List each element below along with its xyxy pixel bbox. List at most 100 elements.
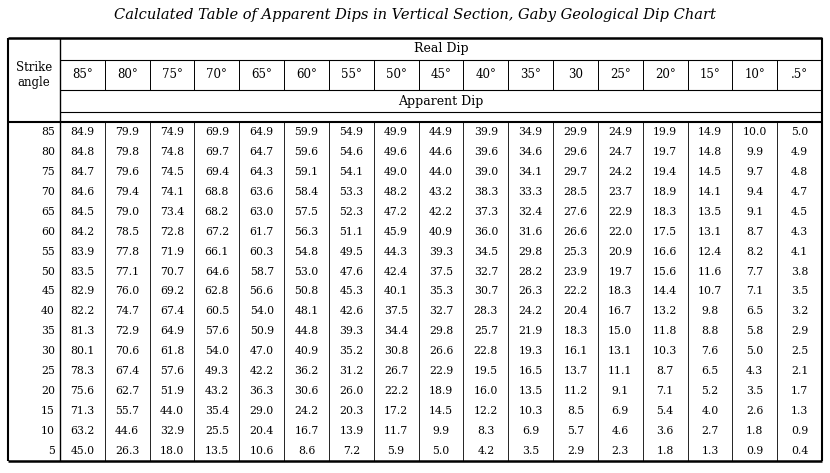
Text: 24.2: 24.2: [519, 307, 543, 316]
Text: 4.1: 4.1: [791, 246, 808, 257]
Text: 74.7: 74.7: [115, 307, 139, 316]
Text: 44.8: 44.8: [295, 326, 319, 336]
Text: 33.3: 33.3: [519, 187, 543, 197]
Text: 30.6: 30.6: [295, 386, 319, 396]
Text: 18.0: 18.0: [160, 446, 184, 456]
Text: 19.4: 19.4: [653, 167, 677, 177]
Text: 29.8: 29.8: [429, 326, 453, 336]
Text: 10.7: 10.7: [698, 287, 722, 297]
Text: 2.9: 2.9: [567, 446, 584, 456]
Text: 40.9: 40.9: [295, 346, 319, 356]
Text: 60: 60: [41, 227, 55, 236]
Text: 39.6: 39.6: [474, 147, 498, 157]
Text: 42.2: 42.2: [429, 207, 453, 217]
Text: 85: 85: [42, 127, 55, 137]
Text: 14.8: 14.8: [698, 147, 722, 157]
Text: 9.9: 9.9: [746, 147, 764, 157]
Text: 8.7: 8.7: [746, 227, 764, 236]
Text: 64.6: 64.6: [205, 267, 229, 277]
Text: 0.9: 0.9: [791, 426, 808, 436]
Text: 50.8: 50.8: [295, 287, 319, 297]
Text: 52.3: 52.3: [339, 207, 364, 217]
Text: 11.8: 11.8: [653, 326, 677, 336]
Text: 45.0: 45.0: [71, 446, 95, 456]
Text: 4.0: 4.0: [701, 406, 719, 416]
Text: 13.5: 13.5: [519, 386, 543, 396]
Text: 71.3: 71.3: [71, 406, 95, 416]
Text: 60°: 60°: [296, 69, 317, 81]
Text: 1.8: 1.8: [657, 446, 674, 456]
Text: 35: 35: [42, 326, 55, 336]
Text: 19.7: 19.7: [608, 267, 632, 277]
Text: 15°: 15°: [700, 69, 720, 81]
Text: 45.3: 45.3: [339, 287, 364, 297]
Text: 60.5: 60.5: [205, 307, 229, 316]
Text: 1.3: 1.3: [701, 446, 719, 456]
Text: 11.7: 11.7: [384, 426, 408, 436]
Text: Strike
angle: Strike angle: [16, 61, 52, 89]
Text: 32.7: 32.7: [474, 267, 498, 277]
Text: 29.6: 29.6: [564, 147, 588, 157]
Text: 8.8: 8.8: [701, 326, 719, 336]
Text: Apparent Dip: Apparent Dip: [398, 95, 484, 107]
Text: 7.7: 7.7: [746, 267, 764, 277]
Text: 17.5: 17.5: [653, 227, 677, 236]
Text: 65: 65: [42, 207, 55, 217]
Text: 26.6: 26.6: [564, 227, 588, 236]
Text: 5.4: 5.4: [657, 406, 674, 416]
Text: 19.9: 19.9: [653, 127, 677, 137]
Text: 44.0: 44.0: [160, 406, 184, 416]
Text: 5.9: 5.9: [388, 446, 405, 456]
Text: 47.6: 47.6: [339, 267, 364, 277]
Text: 29.9: 29.9: [564, 127, 588, 137]
Text: 83.5: 83.5: [71, 267, 95, 277]
Text: 51.1: 51.1: [339, 227, 364, 236]
Text: 9.1: 9.1: [746, 207, 764, 217]
Text: 78.3: 78.3: [71, 366, 95, 376]
Text: 70°: 70°: [207, 69, 227, 81]
Text: 75: 75: [42, 167, 55, 177]
Text: 16.6: 16.6: [653, 246, 677, 257]
Text: 6.9: 6.9: [522, 426, 540, 436]
Text: 78.5: 78.5: [115, 227, 139, 236]
Text: 65°: 65°: [251, 69, 272, 81]
Text: 8.3: 8.3: [477, 426, 495, 436]
Text: 47.2: 47.2: [384, 207, 408, 217]
Text: 29.0: 29.0: [250, 406, 274, 416]
Text: 26.0: 26.0: [339, 386, 364, 396]
Text: 37.5: 37.5: [384, 307, 408, 316]
Text: 56.3: 56.3: [295, 227, 319, 236]
Text: 4.6: 4.6: [612, 426, 629, 436]
Text: 24.7: 24.7: [608, 147, 632, 157]
Text: 76.0: 76.0: [115, 287, 139, 297]
Text: 84.9: 84.9: [71, 127, 95, 137]
Text: 84.5: 84.5: [71, 207, 95, 217]
Text: 20.3: 20.3: [339, 406, 364, 416]
Text: Calculated Table of Apparent Dips in Vertical Section, Gaby Geological Dip Chart: Calculated Table of Apparent Dips in Ver…: [114, 8, 716, 22]
Text: 9.4: 9.4: [746, 187, 764, 197]
Text: 75°: 75°: [162, 69, 183, 81]
Text: 24.9: 24.9: [608, 127, 632, 137]
Text: 5.2: 5.2: [701, 386, 719, 396]
Text: 71.9: 71.9: [160, 246, 184, 257]
Text: 5.7: 5.7: [567, 426, 584, 436]
Text: 5.8: 5.8: [746, 326, 764, 336]
Text: 60.3: 60.3: [250, 246, 274, 257]
Text: 22.8: 22.8: [474, 346, 498, 356]
Text: 4.5: 4.5: [791, 207, 808, 217]
Text: 25.5: 25.5: [205, 426, 229, 436]
Text: 31.2: 31.2: [339, 366, 364, 376]
Text: 7.1: 7.1: [746, 287, 764, 297]
Text: 79.6: 79.6: [115, 167, 139, 177]
Text: 2.1: 2.1: [791, 366, 808, 376]
Text: 18.9: 18.9: [653, 187, 677, 197]
Text: 49.0: 49.0: [384, 167, 408, 177]
Text: 75.6: 75.6: [71, 386, 95, 396]
Text: 74.8: 74.8: [160, 147, 184, 157]
Text: 45°: 45°: [431, 69, 452, 81]
Text: 9.9: 9.9: [432, 426, 450, 436]
Text: 84.7: 84.7: [71, 167, 95, 177]
Text: 73.4: 73.4: [160, 207, 184, 217]
Text: 70: 70: [42, 187, 55, 197]
Text: 49.3: 49.3: [205, 366, 229, 376]
